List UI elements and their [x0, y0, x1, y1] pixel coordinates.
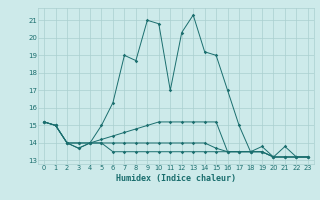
- X-axis label: Humidex (Indice chaleur): Humidex (Indice chaleur): [116, 174, 236, 183]
